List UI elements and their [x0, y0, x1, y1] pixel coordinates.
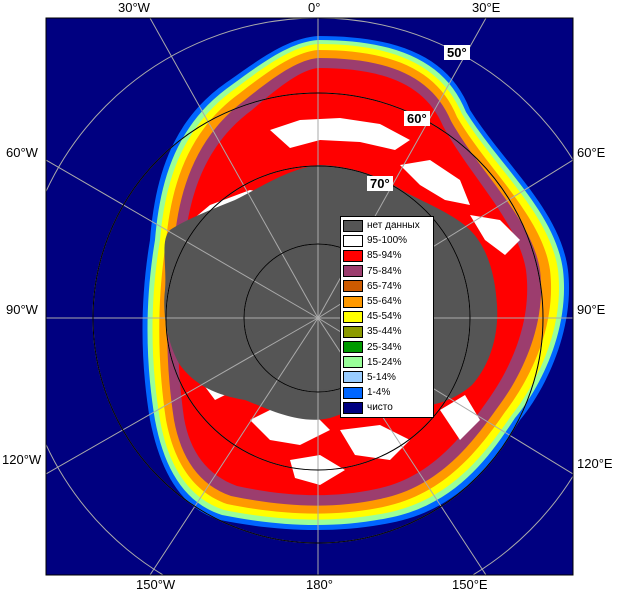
legend-item: чисто: [343, 400, 431, 415]
legend-label: 55-64%: [367, 296, 402, 308]
lat-label-60: 60°: [404, 111, 430, 126]
legend-label: 95-100%: [367, 235, 408, 247]
legend-item: 5-14%: [343, 370, 431, 385]
lon-label-150e: 150°E: [452, 577, 488, 592]
legend-item: 55-64%: [343, 294, 431, 309]
legend-swatch: [343, 265, 363, 278]
legend-swatch: [343, 401, 363, 414]
legend-label: 75-84%: [367, 265, 402, 277]
legend-swatch: [343, 234, 363, 247]
legend-label: 15-24%: [367, 356, 402, 368]
legend-item: 1-4%: [343, 385, 431, 400]
map-frame: [45, 17, 574, 576]
legend-label: 25-34%: [367, 341, 402, 353]
lon-label-120e: 120°E: [577, 456, 613, 471]
legend-swatch: [343, 371, 363, 384]
lon-label-30w: 30°W: [118, 0, 150, 15]
legend-item: 25-34%: [343, 340, 431, 355]
lon-label-60e: 60°E: [577, 145, 606, 160]
legend-item: 65-74%: [343, 279, 431, 294]
legend-item: 75-84%: [343, 264, 431, 279]
legend-swatch: [343, 219, 363, 232]
legend-swatch: [343, 386, 363, 399]
lon-label-60w: 60°W: [6, 145, 38, 160]
legend-item: нет данных: [343, 218, 431, 233]
legend-swatch: [343, 249, 363, 262]
legend-swatch: [343, 325, 363, 338]
legend-swatch: [343, 310, 363, 323]
legend-swatch: [343, 356, 363, 369]
legend-item: 85-94%: [343, 248, 431, 263]
legend-item: 15-24%: [343, 355, 431, 370]
lon-label-90e: 90°E: [577, 302, 606, 317]
legend-label: 85-94%: [367, 250, 402, 262]
legend-item: 95-100%: [343, 233, 431, 248]
legend-swatch: [343, 295, 363, 308]
lon-label-150w: 150°W: [136, 577, 176, 592]
lon-label-180: 180°: [306, 577, 333, 592]
legend-item: 45-54%: [343, 309, 431, 324]
lat-label-50: 50°: [444, 45, 470, 60]
legend-label: 45-54%: [367, 311, 402, 323]
legend-rows: нет данных 95-100% 85-94% 75-84% 65-74% 55-64…: [343, 218, 431, 415]
legend-label: 1-4%: [367, 387, 391, 399]
lon-label-0: 0°: [308, 0, 321, 15]
legend-label: 35-44%: [367, 326, 402, 338]
lon-label-120w: 120°W: [2, 452, 42, 467]
legend-label: нет данных: [367, 220, 420, 232]
legend-swatch: [343, 341, 363, 354]
legend-item: 35-44%: [343, 324, 431, 339]
lon-label-30e: 30°E: [472, 0, 501, 15]
legend-swatch: [343, 280, 363, 293]
legend-label: 65-74%: [367, 280, 402, 292]
legend-label: 5-14%: [367, 371, 396, 383]
legend: нет данных 95-100% 85-94% 75-84% 65-74% 55-64…: [340, 216, 434, 419]
lon-label-90w: 90°W: [6, 302, 38, 317]
lat-label-70: 70°: [367, 176, 393, 191]
legend-label: чисто: [367, 402, 393, 414]
